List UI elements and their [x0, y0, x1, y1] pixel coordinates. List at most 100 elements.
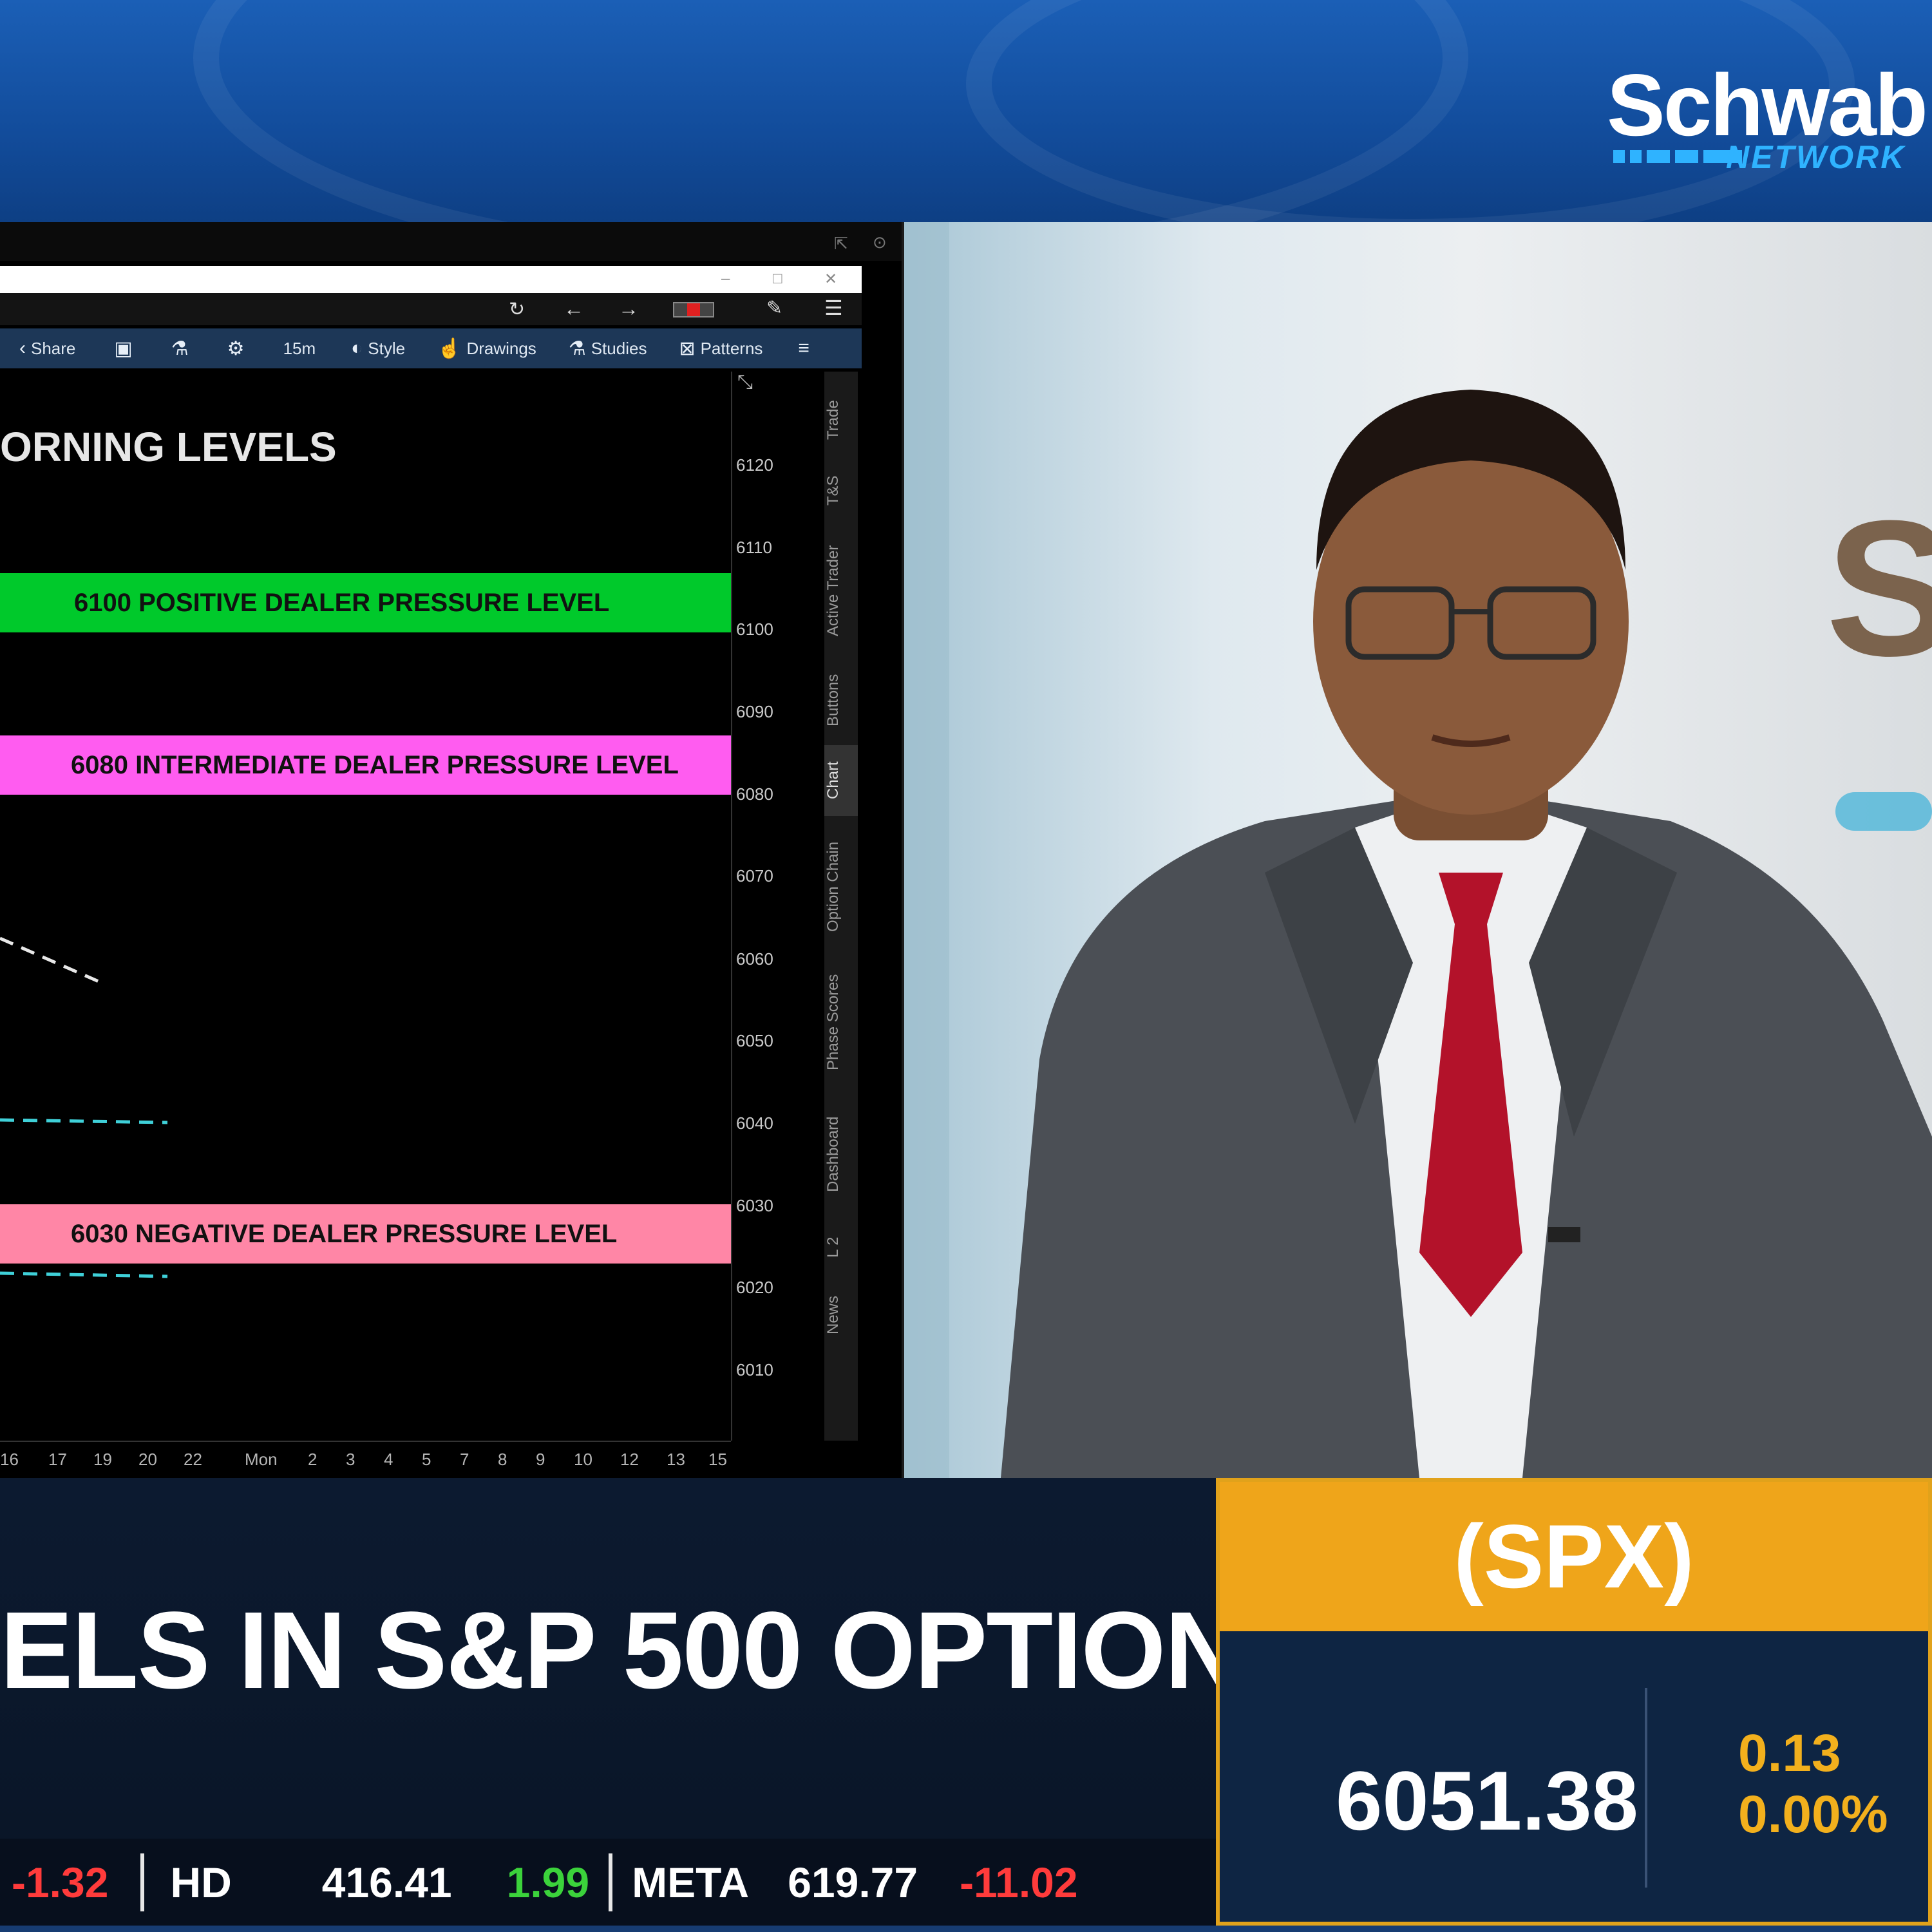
- index-change: 0.13: [1738, 1724, 1841, 1783]
- flask-icon: ⚗: [171, 337, 189, 359]
- index-quote-header: (SPX): [1220, 1482, 1928, 1631]
- settings-button[interactable]: ⚙: [227, 337, 245, 360]
- support-line-upper: [0, 1118, 168, 1124]
- side-tab-strip: Trade T&S Active Trader Buttons Chart Op…: [824, 372, 858, 1441]
- studies-button[interactable]: ⚗ Studies: [569, 337, 647, 360]
- time-tick: 20: [138, 1450, 157, 1469]
- patterns-button[interactable]: ⊠ Patterns: [679, 337, 762, 360]
- tab-news[interactable]: News: [824, 1296, 842, 1335]
- price-tick: 6120: [736, 455, 773, 475]
- positive-level-bar: 6100 POSITIVE DEALER PRESSURE LEVEL: [0, 573, 731, 632]
- refresh-icon[interactable]: ↻: [509, 299, 526, 320]
- tab-buttons[interactable]: Buttons: [824, 674, 842, 726]
- price-tick: 6010: [736, 1360, 773, 1379]
- chart-toolbar: ‹ Share ▣ ⚗ ⚙ 15m ◐ Style ☝ Drawings ⚗ Studi…: [0, 328, 862, 368]
- tab-level-2[interactable]: L 2: [824, 1236, 842, 1258]
- navigation-bar: ↻ ← → ✎ ☰: [0, 293, 862, 325]
- time-tick: 12: [620, 1450, 639, 1469]
- ticker-symbol: META: [632, 1858, 750, 1906]
- back-arrow-icon[interactable]: ←: [564, 297, 584, 320]
- time-tick: 2: [308, 1450, 317, 1469]
- ticker-separator: [609, 1853, 613, 1911]
- share-button[interactable]: ‹ Share: [19, 337, 75, 359]
- tab-trade[interactable]: Trade: [824, 400, 842, 440]
- price-tick: 6050: [736, 1031, 773, 1050]
- forward-arrow-icon[interactable]: →: [618, 297, 639, 320]
- tab-dashboard[interactable]: Dashboard: [824, 1116, 842, 1192]
- price-axis[interactable]: ⤡ 6120 6110 6100 6090 6080 6070 6060 605…: [731, 372, 822, 1441]
- style-button[interactable]: ◐ Style: [351, 337, 405, 359]
- price-tick: 6100: [736, 620, 773, 639]
- tab-option-chain[interactable]: Option Chain: [824, 841, 842, 933]
- patterns-icon: ⊠: [679, 337, 696, 359]
- share-icon: ‹: [19, 337, 26, 359]
- price-tick: 6040: [736, 1113, 773, 1133]
- tab-time-and-sales[interactable]: T&S: [824, 475, 842, 506]
- trading-platform-window: ⇱ ⊙ – □ ✕ ↻ ← → ✎ ☰ ‹ Share ▣ ⚗ ⚙ 15m ◐ St…: [0, 222, 904, 1479]
- index-symbol: (SPX): [1454, 1506, 1694, 1607]
- drawings-label: Drawings: [466, 338, 536, 358]
- price-tick: 6060: [736, 949, 773, 969]
- pin-chart-icon[interactable]: ✎: [766, 298, 783, 319]
- index-change-percent: 0.00%: [1738, 1785, 1888, 1844]
- minimize-icon[interactable]: –: [721, 270, 730, 287]
- tab-active-trader[interactable]: Active Trader: [824, 545, 842, 636]
- link-color-icon[interactable]: [673, 302, 714, 317]
- studies-label: Studies: [591, 338, 647, 358]
- ticker-change: -1.32: [12, 1858, 109, 1906]
- quote-divider: [1645, 1688, 1647, 1888]
- price-tick: 6080: [736, 784, 773, 804]
- time-tick: 15: [708, 1450, 727, 1469]
- timeframe-button[interactable]: 15m: [283, 339, 316, 359]
- tab-chart[interactable]: Chart: [824, 745, 858, 816]
- time-tick: 5: [422, 1450, 431, 1469]
- list-icon: ≡: [798, 337, 810, 359]
- wall-logo-text: S: [1826, 480, 1932, 696]
- intermediate-level-bar: 6080 INTERMEDIATE DEALER PRESSURE LEVEL: [0, 735, 731, 795]
- network-banner: [0, 0, 1932, 222]
- time-tick: 16: [0, 1450, 19, 1469]
- drawings-button[interactable]: ☝ Drawings: [437, 337, 536, 360]
- gear-icon: ⚙: [227, 337, 245, 359]
- price-tick: 6030: [736, 1196, 773, 1215]
- pin-icon[interactable]: ⇱: [834, 234, 848, 253]
- ticker-price: 416.41: [321, 1858, 452, 1906]
- presenter-video: [904, 222, 1932, 1478]
- flask-button[interactable]: ⚗: [171, 337, 189, 360]
- ticker-symbol: HD: [170, 1858, 232, 1906]
- stock-ticker: -1.32 HD 416.41 1.99 META 619.77 -11.02: [0, 1839, 1216, 1926]
- toolbar-menu-button[interactable]: ≡: [798, 337, 810, 359]
- time-tick: 13: [667, 1450, 685, 1469]
- link-icon[interactable]: ⊙: [873, 232, 887, 252]
- maximize-icon[interactable]: □: [773, 270, 782, 287]
- tab-phase-scores[interactable]: Phase Scores: [824, 974, 842, 1070]
- time-tick: 22: [184, 1450, 202, 1469]
- index-quote-box: (SPX) 6051.38 0.13 0.00%: [1216, 1478, 1932, 1926]
- positive-level-label: 6100 POSITIVE DEALER PRESSURE LEVEL: [74, 588, 610, 617]
- snapshot-button[interactable]: ▣: [114, 337, 132, 360]
- wall-logo-accent: [1835, 792, 1932, 831]
- price-tick: 6020: [736, 1278, 773, 1297]
- time-tick: 19: [93, 1450, 112, 1469]
- intermediate-level-label: 6080 INTERMEDIATE DEALER PRESSURE LEVEL: [71, 750, 679, 779]
- time-tick: Mon: [245, 1450, 278, 1469]
- ticker-change: 1.99: [506, 1858, 590, 1906]
- time-tick: 8: [498, 1450, 507, 1469]
- style-label: Style: [368, 338, 406, 358]
- axis-settings-icon[interactable]: ⤡: [737, 372, 753, 393]
- window-frame: ⇱ ⊙: [0, 222, 902, 261]
- price-chart[interactable]: [0, 372, 731, 1441]
- window-titlebar: – □ ✕: [0, 266, 862, 293]
- negative-level-bar: 6030 NEGATIVE DEALER PRESSURE LEVEL: [0, 1204, 731, 1264]
- price-tick: 6090: [736, 702, 773, 721]
- patterns-label: Patterns: [700, 338, 763, 358]
- close-icon[interactable]: ✕: [824, 270, 838, 288]
- time-axis[interactable]: 16 17 19 20 22 Mon 2 3 4 5 7 8 9 10 12 1…: [0, 1441, 731, 1479]
- chart-drawings: [0, 936, 168, 1278]
- schwab-logo-text: Schwab: [1607, 56, 1928, 154]
- headline-text: ELS IN S&P 500 OPTIONS: [0, 1589, 1316, 1712]
- index-price: 6051.38: [1336, 1754, 1638, 1848]
- menu-icon[interactable]: ☰: [824, 296, 843, 319]
- price-tick: 6110: [736, 538, 772, 557]
- lower-third-panel: [0, 1478, 1216, 1839]
